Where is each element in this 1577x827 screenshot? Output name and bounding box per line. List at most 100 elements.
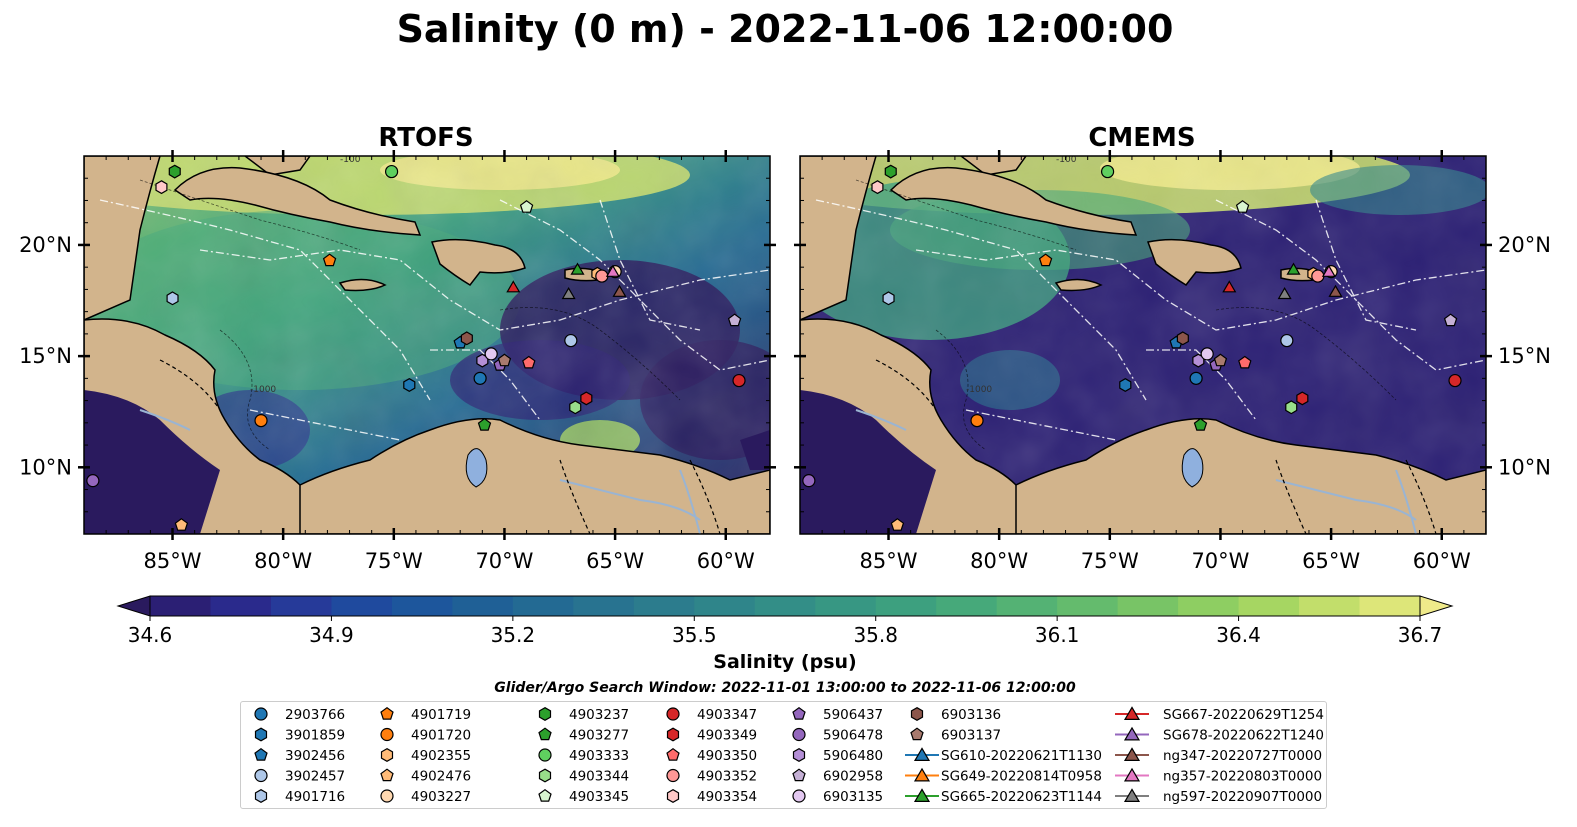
obs-marker-ng357-20220803T0000 [605, 264, 620, 277]
legend-entry: 5906478 [792, 727, 883, 744]
legend-entry: 4903344 [538, 768, 629, 785]
legend-entry: ng357-20220803T0000 [1115, 767, 1322, 785]
legend-label: SG678-20220622T1240 [1163, 728, 1324, 744]
colorbar-tick-label: 35.5 [672, 623, 717, 647]
legend-entry: 4903237 [538, 707, 629, 723]
dark-ocean [84, 390, 770, 534]
legend-entry: 6903136 [910, 707, 1001, 723]
obs-marker-4903345 [519, 200, 534, 213]
map-panel-rtofs: -100 -1000 [84, 156, 770, 534]
obs-marker-ng357-20220803T0000 [1321, 264, 1336, 277]
legend-marker-ng347-20220727T0000 [1123, 747, 1141, 762]
legend-entry: 4903352 [666, 769, 757, 785]
lat-tick-label: 15°N [19, 344, 72, 368]
colorbar-segment [210, 596, 272, 616]
legend-marker-5906480 [792, 748, 806, 762]
colorbar: 34.6 34.9 35.2 35.5 35.8 36.1 36.4 36.7 [116, 595, 1454, 647]
panel-title-cmems: CMEMS [1088, 123, 1195, 153]
legend-entry: 6902958 [792, 768, 883, 785]
legend-entry: 2903766 [254, 707, 345, 723]
legend-entry: 4903227 [380, 789, 471, 805]
legend-entry: ng597-20220907T0000 [1115, 788, 1322, 805]
obs-marker-3902457 [564, 333, 578, 348]
lon-tick-label: 65°W [1302, 549, 1360, 573]
hispaniola-land [1147, 238, 1242, 286]
legend-label: 5906480 [823, 748, 883, 764]
legend-label: ng347-20220727T0000 [1163, 748, 1322, 764]
legend-marker-5906478 [792, 727, 806, 742]
obs-marker-6903135 [484, 347, 498, 361]
legend-marker-4903345 [538, 788, 552, 802]
legend-marker-6903136 [910, 707, 924, 721]
figure-title: Salinity (0 m) - 2022-11-06 12:00:00 [397, 7, 1174, 51]
bathymetry-contours [139, 179, 681, 451]
obs-marker-4903347 [1448, 373, 1462, 388]
legend-marker-SG610-20220621T1130 [913, 747, 931, 762]
colorbar-extend-max [1419, 595, 1454, 617]
obs-marker-4903345 [1235, 200, 1250, 213]
obs-marker-4903354 [155, 180, 168, 195]
legend-marker-ng357-20220803T0000 [1123, 767, 1141, 782]
legend-entry: 4903350 [666, 747, 757, 764]
lon-tick-label: 80°W [254, 549, 312, 573]
legend-entry: 4901720 [380, 728, 471, 744]
colorbar-segment [936, 596, 998, 616]
colorbar-segment [573, 596, 635, 616]
legend-label: 4903347 [697, 707, 757, 723]
legend-marker-6903135 [792, 789, 806, 803]
obs-marker-5906478 [86, 474, 100, 488]
lat-tick-label: 15°N [1498, 344, 1551, 368]
obs-marker-SG665-20220623T1144 [1286, 262, 1301, 275]
legend-entry: SG667-20220629T1254 [1115, 706, 1324, 723]
colorbar-segment [331, 596, 393, 616]
legend-entry: 4901716 [254, 789, 345, 805]
hispaniola-land [431, 238, 526, 286]
legend-label: 4903354 [697, 789, 757, 805]
obs-marker-6902958 [727, 313, 742, 327]
obs-marker-2903766 [473, 371, 487, 385]
rivers [855, 409, 1417, 534]
obs-marker-4903349 [1296, 391, 1309, 406]
legend-label: ng597-20220907T0000 [1163, 789, 1322, 805]
colorbar-segment [150, 596, 212, 616]
legend-entry: ng347-20220727T0000 [1115, 747, 1322, 764]
legend-marker-4903350 [666, 747, 680, 761]
lon-tick-label: 85°W [144, 549, 202, 573]
legend-label: 4902355 [411, 748, 471, 764]
lon-tick-label: 60°W [1413, 549, 1471, 573]
legend-marker-4903349 [666, 727, 680, 742]
legend-marker-4901716 [254, 789, 268, 803]
obs-marker-4903344 [569, 400, 582, 415]
legend-marker-4903344 [538, 768, 552, 783]
obs-marker-SG665-20220623T1144 [570, 262, 585, 275]
colorbar-segment [1299, 596, 1361, 616]
map-panel-cmems: -100 -1000 [800, 156, 1486, 534]
legend-label: 2903766 [285, 707, 345, 723]
obs-marker-ng347-20220727T0000 [612, 284, 627, 297]
map-axes: 85°W 80°W 75°W 70°W 65°W 60°W 10°N 15°N 20°N 85°W… [19, 150, 1551, 573]
obs-marker-4903333 [1100, 164, 1115, 179]
legend-label: 4903349 [697, 728, 757, 744]
legend-marker-6903137 [910, 727, 924, 741]
lon-tick-label: 75°W [1081, 549, 1139, 573]
legend-entry: SG610-20220621T1130 [905, 747, 1102, 764]
legend-entry: 6903135 [792, 789, 883, 805]
obs-marker-6903137 [497, 353, 512, 367]
legend-label: 4903344 [569, 769, 629, 785]
colorbar-segment [1178, 596, 1240, 616]
lon-tick-label: 80°W [970, 549, 1028, 573]
legend-entry: 5906480 [792, 748, 883, 764]
lon-tick-label: 70°W [1191, 549, 1249, 573]
legend-marker-3901859 [254, 727, 268, 742]
legend-label: SG667-20220629T1254 [1163, 707, 1324, 723]
country-borders [875, 359, 1437, 534]
lat-tick-label: 20°N [19, 233, 72, 257]
colorbar-tick-label: 34.9 [309, 623, 354, 647]
obs-marker-6903135 [1200, 347, 1214, 361]
legend-label: 4903350 [697, 748, 757, 764]
obs-marker-SG667-20220629T1254 [1222, 280, 1237, 293]
florida-land [243, 156, 311, 176]
obs-marker-4902476 [174, 518, 189, 531]
lon-tick-label: 75°W [365, 549, 423, 573]
obs-marker-4903349 [580, 391, 593, 406]
